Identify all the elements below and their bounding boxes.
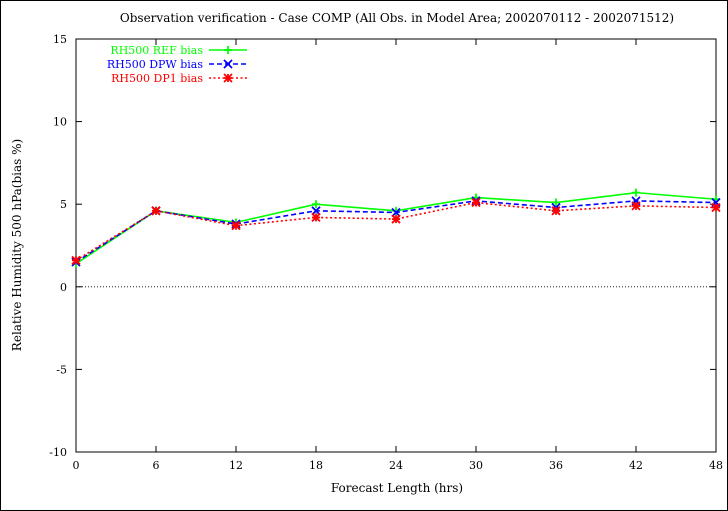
data-point xyxy=(551,206,561,216)
data-point xyxy=(631,201,641,211)
data-point xyxy=(391,214,401,224)
legend-label: RH500 DPW bias xyxy=(107,58,204,71)
chart-title: Observation verification - Case COMP (Al… xyxy=(120,11,674,25)
series-0 xyxy=(72,188,720,268)
data-point xyxy=(71,255,81,266)
x-axis-label: Forecast Length (hrs) xyxy=(331,481,463,495)
series-2 xyxy=(71,197,721,266)
y-tick-label: 0 xyxy=(60,281,67,294)
data-point-stroke xyxy=(71,255,81,266)
y-tick-label: 10 xyxy=(53,116,67,129)
y-axis-label: Relative Humidity 500 hPa(bias %) xyxy=(10,139,24,351)
x-tick-label: 42 xyxy=(629,459,643,472)
y-tick-label: -10 xyxy=(49,446,67,459)
data-point xyxy=(231,221,241,231)
data-point xyxy=(151,206,161,216)
x-tick-label: 36 xyxy=(549,459,563,472)
x-tick-label: 24 xyxy=(389,459,403,472)
x-tick-label: 30 xyxy=(469,459,483,472)
legend-marker xyxy=(223,59,233,69)
x-tick-label: 48 xyxy=(709,459,723,472)
data-point xyxy=(312,200,320,209)
plot-frame xyxy=(75,38,717,453)
data-point xyxy=(711,202,721,213)
x-tick-label: 12 xyxy=(229,459,243,472)
data-point xyxy=(311,206,321,216)
y-tick-label: -5 xyxy=(56,363,67,376)
legend-marker-stroke xyxy=(223,59,233,69)
legend-label: RH500 REF bias xyxy=(110,44,203,57)
data-point-stroke xyxy=(391,207,401,218)
data-point-stroke xyxy=(311,212,321,223)
legend-marker-stroke xyxy=(223,73,233,83)
legend-marker xyxy=(223,73,233,83)
data-point-stroke xyxy=(151,206,161,216)
data-point-stroke xyxy=(471,197,481,208)
x-tick-label: 18 xyxy=(309,459,323,472)
data-point-stroke xyxy=(711,202,721,213)
y-tick-label: 15 xyxy=(53,33,67,46)
x-tick-label: 0 xyxy=(73,459,80,472)
data-point-stroke xyxy=(231,221,241,231)
x-tick-label: 6 xyxy=(153,459,160,472)
data-point xyxy=(552,198,560,207)
legend-label: RH500 DP1 bias xyxy=(111,72,203,85)
data-point xyxy=(471,197,481,208)
legend-marker xyxy=(224,46,232,54)
data-point xyxy=(632,188,640,197)
data-point xyxy=(391,207,401,218)
data-point-stroke xyxy=(631,201,641,211)
series-line xyxy=(75,191,717,265)
plot-area: 15 10 5 0 -5 -10 0 6 12 18 24 30 36 42 48 RH500 REF bia… xyxy=(49,33,723,472)
y-tick-label: 5 xyxy=(60,198,67,211)
data-point-stroke xyxy=(391,214,401,224)
data-point xyxy=(311,212,321,223)
data-point-stroke xyxy=(311,206,321,216)
data-point-stroke xyxy=(551,206,561,216)
